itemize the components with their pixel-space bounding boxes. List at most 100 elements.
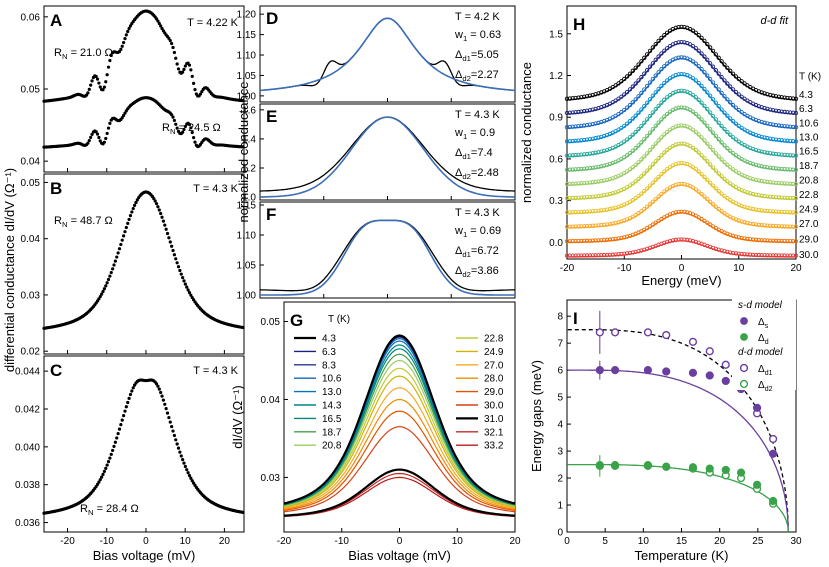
data-point [113, 440, 117, 444]
data-point [98, 294, 102, 299]
panel-h-label: H [573, 15, 585, 34]
data-point [790, 224, 796, 229]
panel-i-ytick-label: 1 [557, 501, 563, 512]
data-point [573, 210, 578, 215]
panel-b-ytick-label: 0.02 [21, 347, 41, 358]
data-point [564, 239, 570, 244]
data-point [241, 510, 245, 515]
panel-f-ytick-label: 1.05 [237, 261, 257, 272]
data-point [124, 405, 128, 409]
data-point [579, 181, 584, 186]
data-point [97, 135, 101, 140]
data-point [128, 392, 133, 397]
data-point [564, 110, 570, 116]
panel-h-temp-4.3: 4.3 [799, 90, 813, 101]
panel-i-xtick-label: 10 [638, 536, 650, 547]
panel-i-legend-s: Δs [758, 317, 769, 330]
panel-h-temp-18.7: 18.7 [799, 161, 819, 172]
panel-g-xtick-label: 20 [509, 536, 521, 547]
panel-g-xlabel: Bias voltage (mV) [348, 548, 451, 563]
data-point [115, 436, 119, 440]
data-point [793, 239, 799, 244]
panel-i-delta-d-point [736, 468, 746, 477]
panel-i-delta-s-point [721, 376, 730, 386]
data-point [178, 450, 182, 454]
panel-i-xlabel: Temperature (K) [635, 548, 729, 563]
data-point [782, 209, 787, 215]
data-point [101, 88, 105, 92]
data-point [97, 81, 101, 85]
data-point [765, 238, 770, 243]
data-point [573, 124, 578, 129]
data-point [182, 279, 186, 283]
data-point [567, 239, 573, 244]
data-point [104, 136, 108, 141]
data-point [187, 473, 192, 478]
panel-c-ytick-label: 0.038 [15, 480, 40, 491]
data-point [570, 153, 575, 158]
data-point [98, 85, 102, 89]
data-point [172, 433, 176, 438]
data-point [178, 268, 182, 273]
panel-c-frame [43, 355, 245, 533]
data-point [89, 135, 93, 140]
panel-i-delta-s-point [610, 366, 620, 375]
data-point [105, 281, 109, 285]
panel-g-legend-14.3: 14.3 [322, 401, 342, 412]
panel-b-frame [43, 173, 245, 355]
data-point [101, 289, 105, 294]
data-point [793, 167, 799, 172]
panel-g-legend-29.0: 29.0 [484, 387, 504, 398]
panel-d-temp: T = 4.2 K [455, 11, 500, 23]
panel-i-delta-d1-point [595, 328, 604, 337]
data-point [785, 124, 790, 129]
data-point [193, 140, 197, 144]
panel-g-xtick-label: 0 [397, 536, 403, 547]
panel-f-label: F [266, 205, 276, 224]
data-point [116, 251, 120, 255]
data-point [570, 181, 575, 186]
data-point [183, 64, 187, 68]
data-point [790, 239, 796, 244]
data-point [181, 70, 185, 74]
data-point [590, 238, 595, 243]
data-point [120, 44, 124, 48]
data-point [679, 55, 684, 60]
data-point [112, 263, 116, 267]
panel-i-delta-d1-point [721, 360, 730, 369]
panel-h-temp-16.5: 16.5 [799, 147, 819, 158]
data-point [126, 400, 130, 405]
data-point [108, 456, 112, 460]
data-point [181, 458, 185, 462]
data-point [90, 132, 94, 136]
panel-h-xtick-label: -10 [617, 263, 632, 274]
panel-f-ytick-label: 1.00 [237, 291, 257, 302]
panel-h-title: d-d fit [760, 15, 788, 27]
panel-d-ytick-label: 1.00 [237, 91, 257, 102]
panel-e-delta1: Δd1=7.4 [455, 147, 493, 161]
data-point [793, 196, 799, 201]
panel-g-curve-10.6 [283, 337, 516, 505]
data-point [189, 476, 193, 480]
panel-i-legend-d2: Δd2 [758, 380, 773, 393]
data-point [176, 265, 181, 269]
panel-c-series [42, 378, 245, 515]
data-point [790, 210, 796, 215]
panel-g-xtick-label: 10 [452, 536, 464, 547]
data-point [105, 463, 109, 467]
data-point [616, 252, 621, 257]
panel-i-fit-s [567, 369, 790, 533]
data-point [163, 402, 167, 406]
data-point [670, 238, 676, 243]
data-point [570, 224, 575, 229]
data-point [613, 252, 618, 257]
panel-g-ytick-label: 0.04 [261, 395, 281, 406]
panel-g-legend-28.0: 28.0 [484, 374, 504, 385]
data-point [582, 238, 587, 244]
data-point [779, 253, 784, 258]
data-point [576, 209, 581, 215]
data-point [192, 136, 196, 140]
data-point [776, 224, 781, 229]
data-point [590, 180, 595, 185]
data-point [190, 74, 194, 78]
